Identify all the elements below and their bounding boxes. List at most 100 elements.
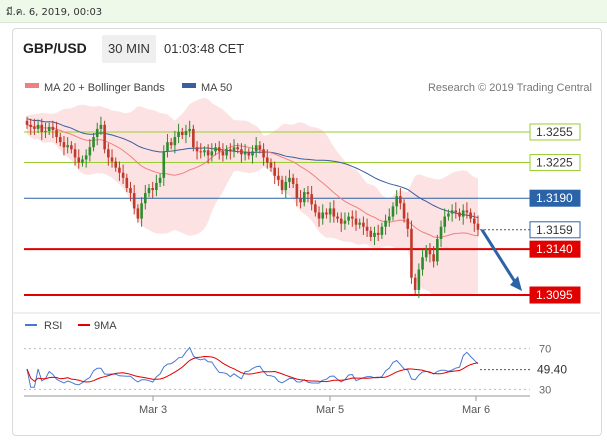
level-tag-1.3190 <box>529 189 581 207</box>
candle-body <box>107 149 110 158</box>
candle-body <box>29 124 32 127</box>
candle-body <box>206 150 210 156</box>
timeframe-button[interactable]: 30 MIN <box>102 35 156 63</box>
candle-body <box>88 147 92 156</box>
candle-body <box>406 218 410 229</box>
level-label-1.3190: 1.3190 <box>536 191 573 205</box>
candle-body <box>314 204 317 213</box>
candle-body <box>95 128 99 138</box>
candle-body <box>125 177 129 189</box>
candle-body <box>177 131 180 138</box>
candle-body <box>339 218 343 224</box>
candle-body <box>365 226 369 231</box>
candle-body <box>358 222 362 225</box>
candle-body <box>99 124 103 129</box>
candle-body <box>240 149 243 155</box>
candle-body <box>428 249 432 255</box>
candle-body <box>421 257 424 270</box>
candle-body <box>277 175 280 180</box>
top-bar: มี.ค. 6, 2019, 00:03 <box>0 0 607 23</box>
candle-body <box>465 210 469 213</box>
candle-body <box>254 145 258 152</box>
candle-body <box>362 222 365 227</box>
candle-body <box>129 188 132 194</box>
candle-body <box>351 216 354 219</box>
candle-body <box>424 249 428 258</box>
time-label: 01:03:48 CET <box>164 41 245 56</box>
candle-body <box>399 196 402 204</box>
candle-body <box>273 167 276 176</box>
candle-body <box>306 192 310 195</box>
candle-body <box>225 149 228 156</box>
candle-body <box>310 194 313 205</box>
level-label-1.3140: 1.3140 <box>536 242 573 256</box>
level-tag-1.3140 <box>529 240 581 258</box>
candle-body <box>236 147 240 150</box>
candle-body <box>469 212 472 219</box>
candle-body <box>473 218 476 224</box>
candle-body <box>265 157 269 163</box>
candle-body <box>188 128 191 131</box>
candle-body <box>166 142 169 152</box>
forecast-arrow-shaft <box>480 228 519 286</box>
candle-body <box>347 216 350 221</box>
candle-body <box>77 157 81 163</box>
candle-body <box>70 145 73 150</box>
candle-body <box>66 145 69 148</box>
candle-body <box>402 203 406 219</box>
candle-body <box>439 226 443 239</box>
candle-body <box>476 223 480 230</box>
x-tick-label: Mar 5 <box>316 404 344 416</box>
candle-body <box>136 208 140 219</box>
candle-body <box>454 210 458 213</box>
symbol-label: GBP/USD <box>23 40 87 56</box>
candle-body <box>417 269 421 290</box>
candle-body <box>317 212 321 219</box>
rsi9ma-legend-label: 9MA <box>94 320 117 332</box>
candle-body <box>336 216 339 219</box>
candle-body <box>210 151 214 156</box>
candle-body <box>391 206 395 217</box>
candle-body <box>384 220 387 227</box>
rsi-legend-label: RSI <box>44 320 62 332</box>
candle-body <box>169 142 173 146</box>
candle-body <box>387 216 391 221</box>
level-tag-1.3255 <box>529 123 581 141</box>
rsi-line <box>26 346 479 388</box>
candle-body <box>58 137 62 143</box>
candle-body <box>258 145 262 150</box>
candle-body <box>217 147 221 152</box>
candle-body <box>40 124 44 132</box>
x-tick-label: Mar 6 <box>462 404 490 416</box>
candle-body <box>118 167 121 173</box>
candle-body <box>410 228 413 278</box>
level-tag-1.3225 <box>529 154 581 172</box>
ma20-legend-swatch <box>25 83 39 88</box>
candle-body <box>199 151 203 153</box>
candle-body <box>103 124 106 150</box>
rsi-tick-30: 30 <box>539 384 551 396</box>
candle-body <box>321 212 325 219</box>
candle-body <box>84 155 88 160</box>
level-label-1.3159: 1.3159 <box>536 223 573 237</box>
candle-body <box>450 210 454 214</box>
candle-body <box>343 220 347 224</box>
candle-body <box>184 130 188 136</box>
candle-body <box>295 183 299 199</box>
candle-body <box>221 151 225 156</box>
candles-group <box>25 116 480 299</box>
candle-body <box>328 208 332 215</box>
candle-body <box>203 150 206 153</box>
candle-body <box>299 198 302 203</box>
candle-body <box>291 177 295 184</box>
candle-body <box>173 137 177 146</box>
candle-body <box>269 162 273 168</box>
candle-body <box>413 277 417 290</box>
candle-body <box>380 226 384 235</box>
candle-body <box>214 147 217 152</box>
forecast-arrow-head <box>510 276 522 292</box>
candle-body <box>395 196 398 207</box>
candle-body <box>155 182 158 191</box>
candle-body <box>110 157 114 162</box>
